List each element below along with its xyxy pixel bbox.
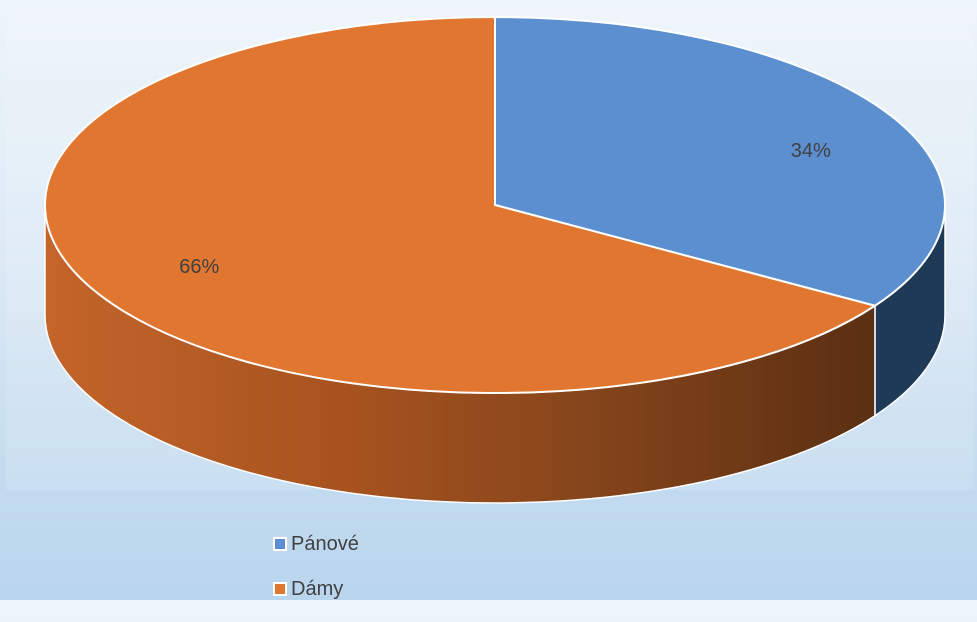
pie-slice-panove <box>494 15 946 307</box>
pie-slice-damy <box>44 15 878 394</box>
legend-swatch-panove <box>273 537 287 551</box>
legend-label-damy: Dámy <box>291 577 344 600</box>
legend-swatch-damy <box>273 582 287 596</box>
legend-item-damy: Dámy <box>273 577 359 601</box>
legend-item-panove: Pánové <box>273 532 359 556</box>
pie-chart: 34% 66% <box>44 15 946 503</box>
data-label-damy: 66% <box>179 256 219 278</box>
data-label-panove: 34% <box>791 140 831 162</box>
legend-label-panove: Pánové <box>291 532 359 555</box>
legend: Pánové Dámy <box>273 532 359 622</box>
